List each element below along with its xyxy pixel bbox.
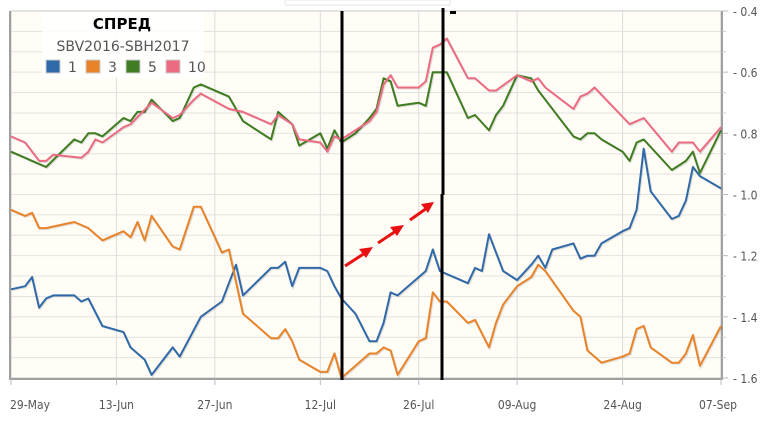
x-tick-label: 29-May: [10, 398, 51, 412]
y-tick-label: - 0.4: [733, 5, 758, 19]
series-line-3: [10, 205, 722, 379]
y-axis-ticks: - 0.4 - 0.6 - 0.8 - 1.0 - 1.2 - 1.4 - 1.6: [722, 5, 758, 386]
legend: СПРЕД SBV2016-SBH2017 1 3 5 10: [42, 12, 206, 78]
legend-swatch: [45, 59, 61, 74]
y-tick-label: - 1.0: [733, 189, 758, 203]
x-tick-label: 09-Aug: [498, 398, 536, 412]
x-tick-label: 13-Jun: [99, 398, 134, 412]
y-tick-label: - 1.2: [733, 250, 758, 264]
x-tick-label: 24-Aug: [603, 398, 641, 412]
arrow-icon: [409, 202, 434, 222]
tooltip-remnant: [284, 0, 451, 6]
x-tick-label: 12-Jul: [305, 398, 336, 412]
legend-item-1[interactable]: 1: [45, 59, 77, 76]
series-line-5: [10, 71, 722, 175]
y-tick-label: - 1.6: [733, 372, 758, 386]
legend-swatch: [85, 59, 101, 74]
x-tick-label: 26-Jul: [403, 398, 434, 412]
legend-item-10[interactable]: 10: [165, 59, 206, 76]
chart-subtitle: SBV2016-SBH2017: [57, 39, 190, 55]
series-lines: [10, 37, 723, 381]
annotation-mark: [450, 11, 456, 14]
annotation-vertical-lines: [340, 8, 456, 380]
arrow-icon: [344, 247, 373, 268]
series-line-10: [10, 37, 722, 162]
x-tick-label: 27-Jun: [197, 398, 232, 412]
x-axis-ticks: 29-May 13-Jun 27-Jun 12-Jul 26-Jul 09-Aug 24-A…: [10, 379, 737, 412]
legend-item-3[interactable]: 3: [85, 59, 117, 76]
legend-label: 1: [68, 60, 77, 76]
y-tick-label: - 0.6: [733, 66, 758, 80]
series-shadow-10: [11, 37, 723, 163]
legend-label: 5: [148, 60, 157, 76]
y-tick-label: - 0.8: [733, 127, 758, 141]
y-tick-label: - 1.4: [733, 311, 758, 325]
series-line-1: [10, 147, 722, 376]
chart-title: СПРЕД: [93, 15, 151, 33]
legend-item-5[interactable]: 5: [125, 59, 157, 76]
x-tick-label: 07-Sep: [699, 398, 737, 412]
arrow-icon: [377, 225, 404, 245]
legend-swatch: [165, 59, 181, 74]
legend-label: 3: [108, 60, 117, 76]
legend-swatch: [125, 59, 141, 74]
annotation-arrows: [344, 202, 434, 268]
legend-label: 10: [188, 60, 206, 76]
